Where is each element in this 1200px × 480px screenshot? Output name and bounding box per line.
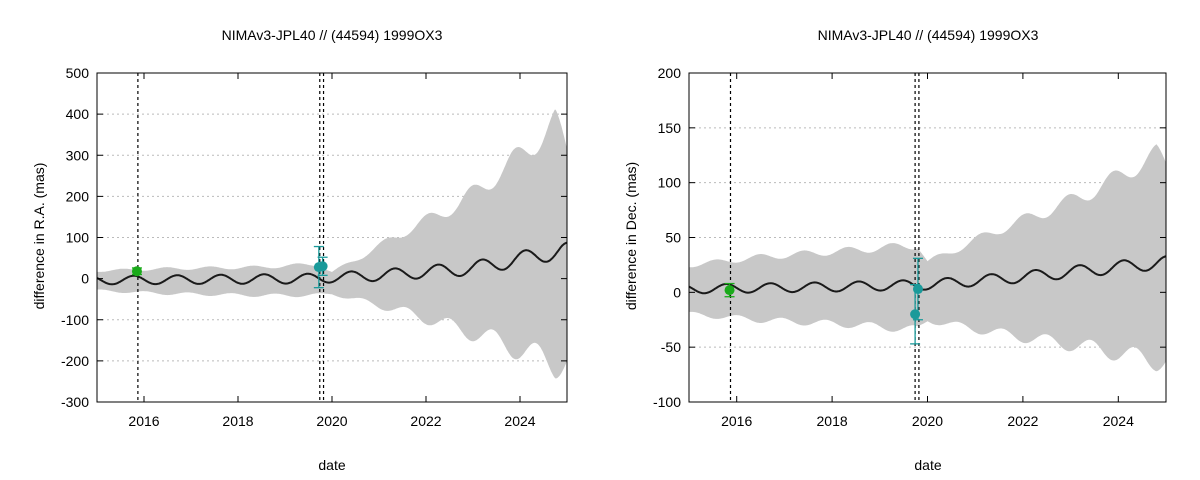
ra-panel: NIMAv3-JPL40 // (44594) 1999OX3 date dif… xyxy=(31,27,568,473)
dec-x-tick-label: 2018 xyxy=(817,413,848,429)
ra-y-tick-label: 400 xyxy=(66,106,90,122)
dec-data-point xyxy=(912,257,923,321)
dec-x-tick-label: 2024 xyxy=(1103,413,1134,429)
dec-y-tick-label: -50 xyxy=(661,339,681,355)
ra-uncertainty-band xyxy=(97,109,567,379)
dec-chart-title: NIMAv3-JPL40 // (44594) 1999OX3 xyxy=(818,27,1039,43)
dec-y-tick-label: 200 xyxy=(658,65,682,81)
dec-x-tick-label: 2016 xyxy=(721,413,752,429)
ra-y-tick-label: 200 xyxy=(66,188,90,204)
dec-y-tick-label: 150 xyxy=(658,120,682,136)
dec-y-axis-label: difference in Dec. (mas) xyxy=(623,162,639,310)
dec-y-tick-label: -100 xyxy=(653,394,681,410)
dec-y-tick-label: 50 xyxy=(665,230,681,246)
ra-y-tick-label: 100 xyxy=(66,230,90,246)
dec-y-tick-label: 0 xyxy=(673,284,681,300)
dec-model-line xyxy=(689,255,1166,295)
dec-x-tick-label: 2020 xyxy=(912,413,943,429)
ra-y-tick-label: 0 xyxy=(81,271,89,287)
ra-y-tick-label: -300 xyxy=(61,394,89,410)
ra-y-axis-label: difference in R.A. (mas) xyxy=(31,163,47,310)
dec-x-tick-label: 2022 xyxy=(1007,413,1038,429)
ra-model-line xyxy=(97,241,567,286)
dec-x-axis-label: date xyxy=(914,457,941,473)
dec-y-tick-label: 100 xyxy=(658,175,682,191)
ra-x-tick-label: 2016 xyxy=(128,413,159,429)
ra-x-tick-label: 2018 xyxy=(222,413,253,429)
ra-x-axis-label: date xyxy=(318,457,345,473)
ra-y-tick-label: 500 xyxy=(66,65,90,81)
ra-chart-title: NIMAv3-JPL40 // (44594) 1999OX3 xyxy=(222,27,443,43)
ra-x-tick-label: 2024 xyxy=(504,413,535,429)
ra-data-point xyxy=(131,266,142,277)
ra-x-tick-label: 2022 xyxy=(410,413,441,429)
ra-y-tick-label: -100 xyxy=(61,312,89,328)
dec-data-point xyxy=(724,282,735,298)
ra-y-tick-label: -200 xyxy=(61,353,89,369)
ra-y-tick-label: 300 xyxy=(66,147,90,163)
ra-x-tick-label: 2020 xyxy=(316,413,347,429)
ra-data-point xyxy=(317,256,328,276)
dec-panel: NIMAv3-JPL40 // (44594) 1999OX3 date dif… xyxy=(623,27,1167,473)
dec-uncertainty-band xyxy=(689,144,1166,372)
